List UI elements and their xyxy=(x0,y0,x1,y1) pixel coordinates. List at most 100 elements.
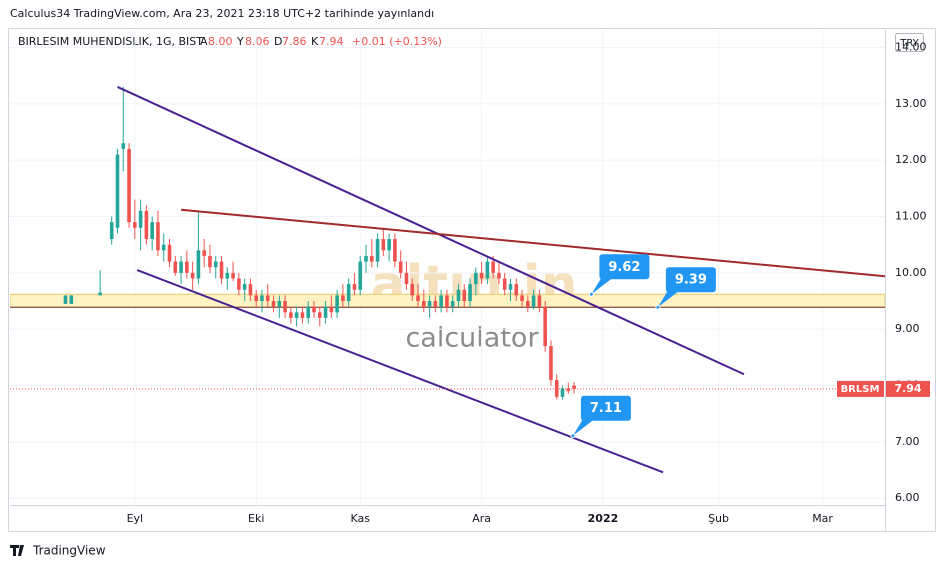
callout-box xyxy=(665,267,716,293)
ohlc-key: Y xyxy=(236,35,244,48)
callout-label: 7.11 xyxy=(590,401,622,416)
candle-body xyxy=(242,284,247,290)
candle-body xyxy=(572,385,576,389)
candle-body xyxy=(69,295,74,304)
candle-body xyxy=(213,261,218,268)
candle-body xyxy=(393,239,397,262)
candle-body xyxy=(358,261,363,290)
x-tick-label: Şub xyxy=(708,512,729,525)
candle-body xyxy=(439,295,443,307)
candle-body xyxy=(537,295,542,307)
candle-body xyxy=(526,301,530,307)
candle-body xyxy=(346,284,351,302)
y-tick-label: 11.00 xyxy=(895,210,927,223)
ohlc-value: 7.86 xyxy=(282,35,307,48)
candle-body xyxy=(202,250,206,256)
candle-body xyxy=(491,261,495,273)
candle-body xyxy=(416,295,420,302)
footer-logo xyxy=(10,545,24,556)
ohlc-key: D xyxy=(274,35,282,48)
candle-body xyxy=(161,244,166,251)
candle-body xyxy=(225,272,230,279)
candle-body xyxy=(335,295,339,313)
candle-body xyxy=(190,272,195,279)
candle-body xyxy=(410,284,415,296)
candle-body xyxy=(404,272,409,285)
ohlc-key: K xyxy=(311,35,319,48)
candle-body xyxy=(98,292,102,296)
candle-body xyxy=(398,261,403,273)
currency: TRY xyxy=(899,38,919,49)
candle-body xyxy=(283,301,287,313)
candle-body xyxy=(549,346,553,380)
candle-body xyxy=(289,312,293,318)
y-tick-label: 14.00 xyxy=(895,40,927,53)
candle-body xyxy=(260,295,264,302)
candle-body xyxy=(369,255,374,262)
candle-body xyxy=(554,379,559,397)
ohlc-legend: A 8.00 Y 8.06 D 7.86 K 7.94 +0.01 (+0.13%) xyxy=(200,35,442,48)
candle-body xyxy=(144,210,149,240)
candle-body xyxy=(514,284,519,296)
candle-body xyxy=(277,301,282,307)
candle-body xyxy=(479,272,484,279)
candle-body xyxy=(208,255,212,268)
trendline xyxy=(180,208,885,278)
candle-body xyxy=(185,261,189,273)
candle-body xyxy=(271,301,276,307)
ohlc-value: 8.06 xyxy=(245,35,270,48)
candle-body xyxy=(427,301,432,307)
candle-body xyxy=(543,306,547,347)
candle-body xyxy=(560,388,565,397)
y-tick-label: 12.00 xyxy=(895,153,927,166)
candle-body xyxy=(254,295,259,302)
y-tick-label: 6.00 xyxy=(895,491,920,504)
candle-body xyxy=(179,261,183,273)
price-tag xyxy=(837,380,884,397)
currency-button[interactable] xyxy=(895,33,924,52)
candle-body xyxy=(219,261,224,279)
candle-body xyxy=(531,295,536,307)
y-tick-label: 13.00 xyxy=(895,97,927,110)
change: +0.01 (+0.13%) xyxy=(352,35,442,48)
candle-body xyxy=(497,272,501,279)
watermark-text: calculator xyxy=(405,323,539,354)
y-tick-label: 10.00 xyxy=(895,266,927,279)
callout-box xyxy=(580,395,631,421)
candle-body xyxy=(150,222,154,240)
y-tick-label: 7.00 xyxy=(895,435,920,448)
y-tick-label: 9.00 xyxy=(895,322,920,335)
price-tag-name: BRLSM xyxy=(841,384,880,395)
candle-body xyxy=(167,244,172,262)
candle-body xyxy=(133,222,137,228)
candle-body xyxy=(456,289,461,302)
ohlc-key: A xyxy=(200,35,208,48)
x-tick-label: Eyl xyxy=(127,512,144,525)
x-tick-label: Mar xyxy=(812,512,833,525)
callout-anchor xyxy=(570,433,576,439)
candle-body xyxy=(138,210,143,228)
candle-body xyxy=(63,295,68,304)
candle-body xyxy=(433,301,438,307)
candle-body xyxy=(237,278,241,290)
candle-body xyxy=(375,239,380,262)
candle-body xyxy=(265,295,270,302)
candle-body xyxy=(121,143,126,149)
callout-label: 9.62 xyxy=(608,260,640,275)
candle-body xyxy=(127,148,131,223)
candle-body xyxy=(109,222,114,240)
footer: TradingView xyxy=(32,544,106,558)
candle-body xyxy=(422,301,426,307)
candle-body xyxy=(231,272,235,279)
candle-body xyxy=(485,261,490,279)
x-tick-label: 2022 xyxy=(588,512,619,525)
candle-body xyxy=(445,295,449,307)
published: Calculus34 TradingView.com, Ara 23, 2021… xyxy=(10,7,434,20)
x-tick-label: Ara xyxy=(472,512,491,525)
ohlc-value: 8.00 xyxy=(208,35,233,48)
candle-body xyxy=(566,388,571,392)
candle-body xyxy=(381,239,386,251)
callout-label: 9.39 xyxy=(675,273,707,288)
candle-body xyxy=(323,306,328,318)
